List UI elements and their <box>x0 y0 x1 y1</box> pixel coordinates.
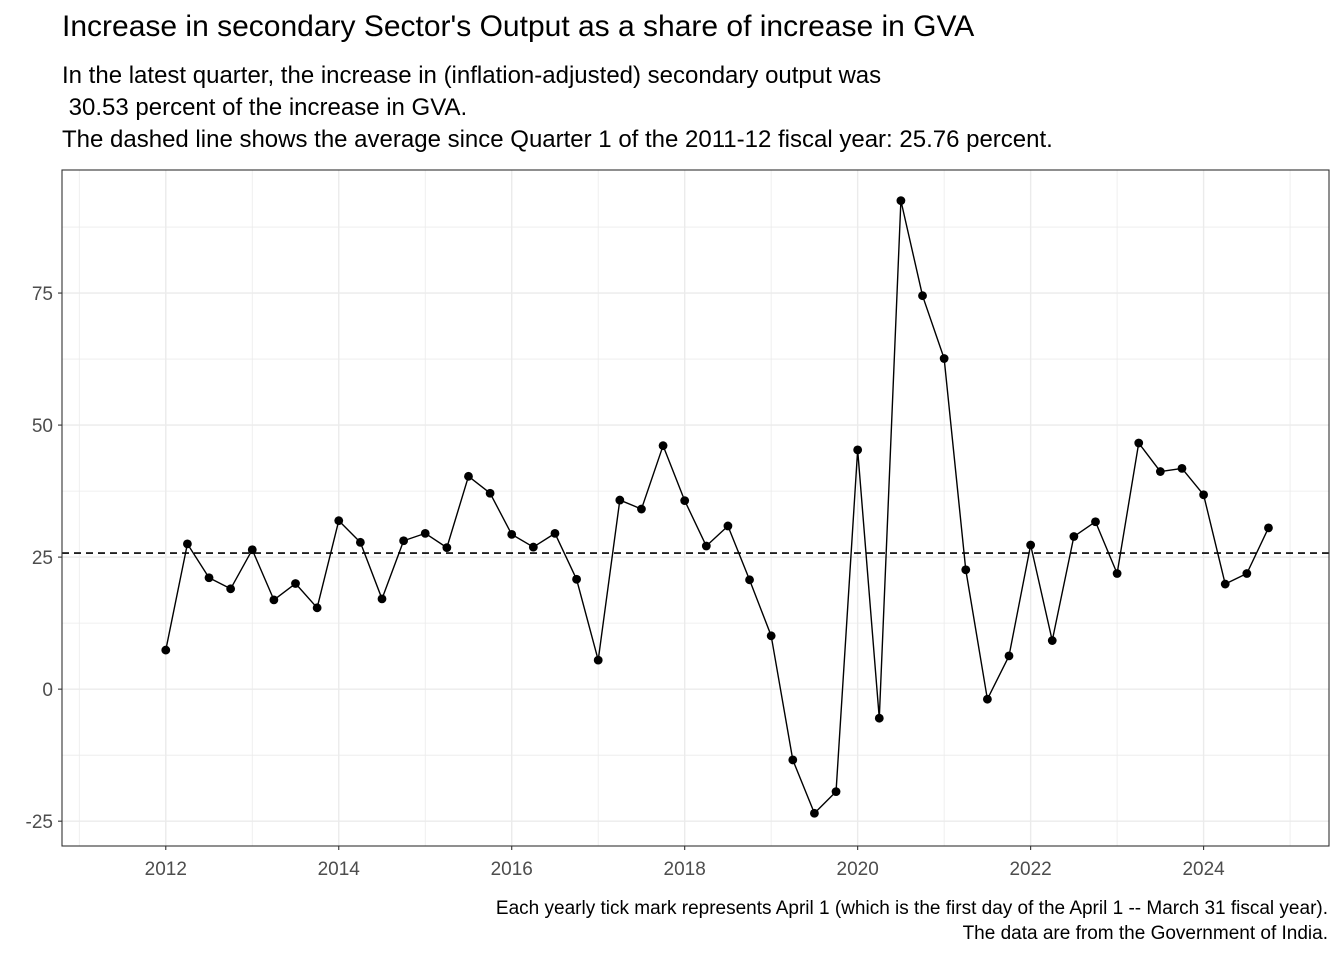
caption-line-1: Each yearly tick mark represents April 1… <box>495 898 1328 919</box>
data-point <box>896 196 906 206</box>
y-tick-label: 50 <box>32 416 53 437</box>
data-point <box>658 441 668 451</box>
series-line <box>165 199 1270 814</box>
x-tick-label: 2014 <box>318 859 361 880</box>
data-point <box>615 495 625 505</box>
data-point <box>593 655 603 665</box>
y-tick-label: 75 <box>32 284 53 305</box>
plot-panel-border <box>61 169 1330 847</box>
data-point <box>247 545 257 555</box>
data-point <box>550 528 560 538</box>
data-point <box>1004 651 1014 661</box>
chart-title: Increase in secondary Sector's Output as… <box>62 10 975 43</box>
subtitle-line-3: The dashed line shows the average since … <box>62 126 1053 153</box>
x-tick-label: 2024 <box>1182 859 1225 880</box>
data-point <box>528 542 538 552</box>
axes-layer: -25 0 25 50 75 2012 2014 2016 2018 2020 2022 2024 <box>26 284 1226 880</box>
data-point <box>377 594 387 604</box>
data-point <box>961 565 971 575</box>
chart-caption: Each yearly tick mark represents April 1… <box>496 896 1328 946</box>
data-point <box>1091 517 1100 527</box>
data-point <box>507 530 517 539</box>
x-tick-label: 2020 <box>837 859 879 880</box>
data-point <box>1047 636 1057 645</box>
data-point <box>637 504 646 514</box>
series-line-layer <box>165 199 1270 814</box>
data-point <box>464 471 473 481</box>
data-point <box>1026 540 1036 550</box>
data-point <box>1155 467 1165 476</box>
data-point <box>1134 438 1144 448</box>
data-point <box>1199 490 1208 500</box>
data-point <box>1220 579 1230 589</box>
data-point <box>1112 569 1122 578</box>
data-point <box>485 488 495 498</box>
subtitle-line-1: In the latest quarter, the increase in (… <box>62 62 882 89</box>
data-point <box>226 584 236 594</box>
caption-line-2: The data are from the Government of Indi… <box>962 923 1328 944</box>
data-point <box>853 445 863 455</box>
series-points-layer <box>161 196 1273 818</box>
data-point <box>204 573 214 583</box>
data-point <box>442 543 452 553</box>
data-point <box>572 574 581 584</box>
data-point <box>420 528 430 538</box>
data-point <box>723 521 733 531</box>
data-point <box>766 631 776 641</box>
y-tick-label: -25 <box>26 812 53 833</box>
data-point <box>183 539 192 549</box>
data-point <box>355 537 365 547</box>
data-point <box>745 575 754 585</box>
data-point <box>312 603 322 613</box>
chart-subtitle: In the latest quarter, the increase in (… <box>62 60 1053 156</box>
subtitle-line-2: 30.53 percent of the increase in GVA. <box>62 94 468 121</box>
data-point <box>982 694 992 704</box>
data-point <box>1242 569 1252 578</box>
data-point <box>291 579 300 588</box>
y-tick-label: 25 <box>32 548 53 569</box>
major-gridlines <box>62 170 1329 846</box>
x-tick-label: 2016 <box>491 859 533 880</box>
minor-gridlines <box>62 170 1329 846</box>
x-tick-label: 2012 <box>145 859 187 880</box>
data-point <box>918 291 927 301</box>
data-point <box>810 808 819 818</box>
data-point <box>269 595 279 605</box>
x-tick-label: 2022 <box>1009 859 1051 880</box>
data-point <box>1264 523 1273 533</box>
data-point <box>701 541 711 551</box>
y-tick-label: 0 <box>42 680 53 701</box>
x-tick-label: 2018 <box>664 859 706 880</box>
data-point <box>680 496 690 506</box>
data-point <box>874 713 884 723</box>
data-point <box>831 787 841 797</box>
data-point <box>1069 532 1079 541</box>
data-point <box>939 354 949 363</box>
data-point <box>399 536 409 546</box>
data-point <box>1177 463 1187 473</box>
data-point <box>334 516 344 526</box>
data-point <box>788 755 798 765</box>
data-point <box>161 645 171 655</box>
